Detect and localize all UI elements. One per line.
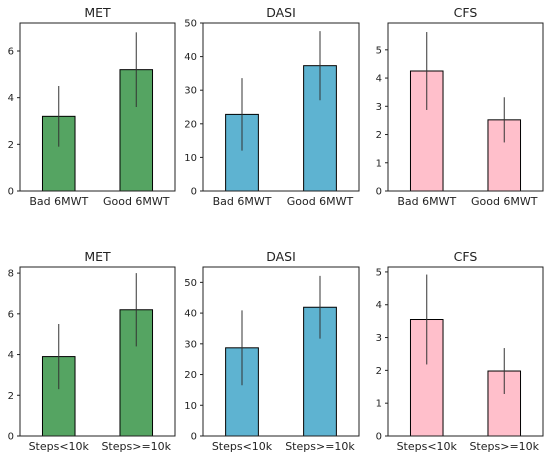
y-tick-label: 0 bbox=[376, 432, 382, 443]
x-tick-label: Bad 6MWT bbox=[397, 195, 456, 208]
subplot-3: CFS 0 1 2 3 4 5 Bad 6MWT Good 6MWT bbox=[376, 5, 544, 208]
y-tick-label: 50 bbox=[184, 278, 197, 289]
y-tick-label: 6 bbox=[8, 309, 14, 320]
subplot-title: MET bbox=[84, 249, 111, 264]
y-tick-label: 20 bbox=[184, 370, 197, 381]
y-tick-label: 30 bbox=[184, 86, 197, 97]
y-tick-label: 0 bbox=[8, 432, 14, 443]
y-tick-label: 4 bbox=[8, 93, 14, 104]
subplot-title: CFS bbox=[454, 249, 478, 264]
plot-frame bbox=[387, 22, 544, 192]
y-tick-label: 4 bbox=[376, 300, 382, 311]
y-tick-label: 6 bbox=[8, 47, 14, 58]
subplot-title: DASI bbox=[266, 5, 296, 20]
y-tick-label: 8 bbox=[8, 269, 14, 280]
y-tick-label: 40 bbox=[184, 309, 197, 320]
subplot-2: DASI 0 10 20 30 40 50 Bad 6MWT Good 6MWT bbox=[184, 5, 360, 208]
subplot-5: DASI 0 10 20 30 40 50 Steps<10k Steps>=10k bbox=[184, 249, 360, 453]
x-tick-label: Steps>=10k bbox=[469, 440, 539, 453]
subplot-title: MET bbox=[84, 5, 111, 20]
plot-frame bbox=[202, 22, 360, 192]
y-tick-label: 2 bbox=[8, 391, 14, 402]
y-tick-label: 2 bbox=[8, 140, 14, 151]
plot-frame bbox=[19, 266, 176, 437]
y-tick-label: 10 bbox=[184, 401, 197, 412]
x-tick-label: Steps>=10k bbox=[285, 440, 355, 453]
y-tick-label: 2 bbox=[376, 366, 382, 377]
x-tick-label: Good 6MWT bbox=[103, 195, 170, 208]
x-tick-label: Steps<10k bbox=[397, 440, 458, 453]
y-tick-label: 2 bbox=[376, 130, 382, 141]
plot-frame bbox=[19, 22, 176, 192]
y-tick-label: 0 bbox=[376, 187, 382, 198]
y-tick-label: 4 bbox=[376, 74, 382, 85]
x-tick-label: Good 6MWT bbox=[287, 195, 354, 208]
subplot-title: DASI bbox=[266, 249, 296, 264]
y-tick-label: 5 bbox=[376, 267, 382, 278]
plot-frame bbox=[387, 266, 544, 437]
subplot-title: CFS bbox=[454, 5, 478, 20]
x-tick-label: Steps<10k bbox=[29, 440, 90, 453]
subplot-4: MET 0 2 4 6 8 Steps<10k Steps>=10k bbox=[8, 249, 176, 453]
y-tick-label: 3 bbox=[376, 102, 382, 113]
y-tick-label: 3 bbox=[376, 333, 382, 344]
plot-frame bbox=[202, 266, 360, 437]
y-tick-label: 1 bbox=[376, 158, 382, 169]
y-tick-label: 0 bbox=[191, 432, 197, 443]
y-tick-label: 20 bbox=[184, 119, 197, 130]
x-tick-label: Steps<10k bbox=[212, 440, 273, 453]
y-tick-label: 4 bbox=[8, 350, 14, 361]
y-tick-label: 1 bbox=[376, 399, 382, 410]
y-tick-label: 0 bbox=[8, 187, 14, 198]
y-tick-label: 0 bbox=[191, 187, 197, 198]
y-tick-label: 40 bbox=[184, 52, 197, 63]
y-tick-label: 10 bbox=[184, 153, 197, 164]
y-tick-label: 5 bbox=[376, 45, 382, 56]
subplot-6: CFS 0 1 2 3 4 5 Steps<10k Steps>=10k bbox=[376, 249, 544, 453]
y-tick-label: 30 bbox=[184, 339, 197, 350]
y-tick-label: 50 bbox=[184, 19, 197, 30]
x-tick-label: Bad 6MWT bbox=[213, 195, 272, 208]
x-tick-label: Steps>=10k bbox=[101, 440, 171, 453]
x-tick-label: Bad 6MWT bbox=[29, 195, 88, 208]
subplot-1: MET 0 2 4 6 Bad 6MWT Good 6MWT bbox=[8, 5, 176, 208]
x-tick-label: Good 6MWT bbox=[471, 195, 538, 208]
